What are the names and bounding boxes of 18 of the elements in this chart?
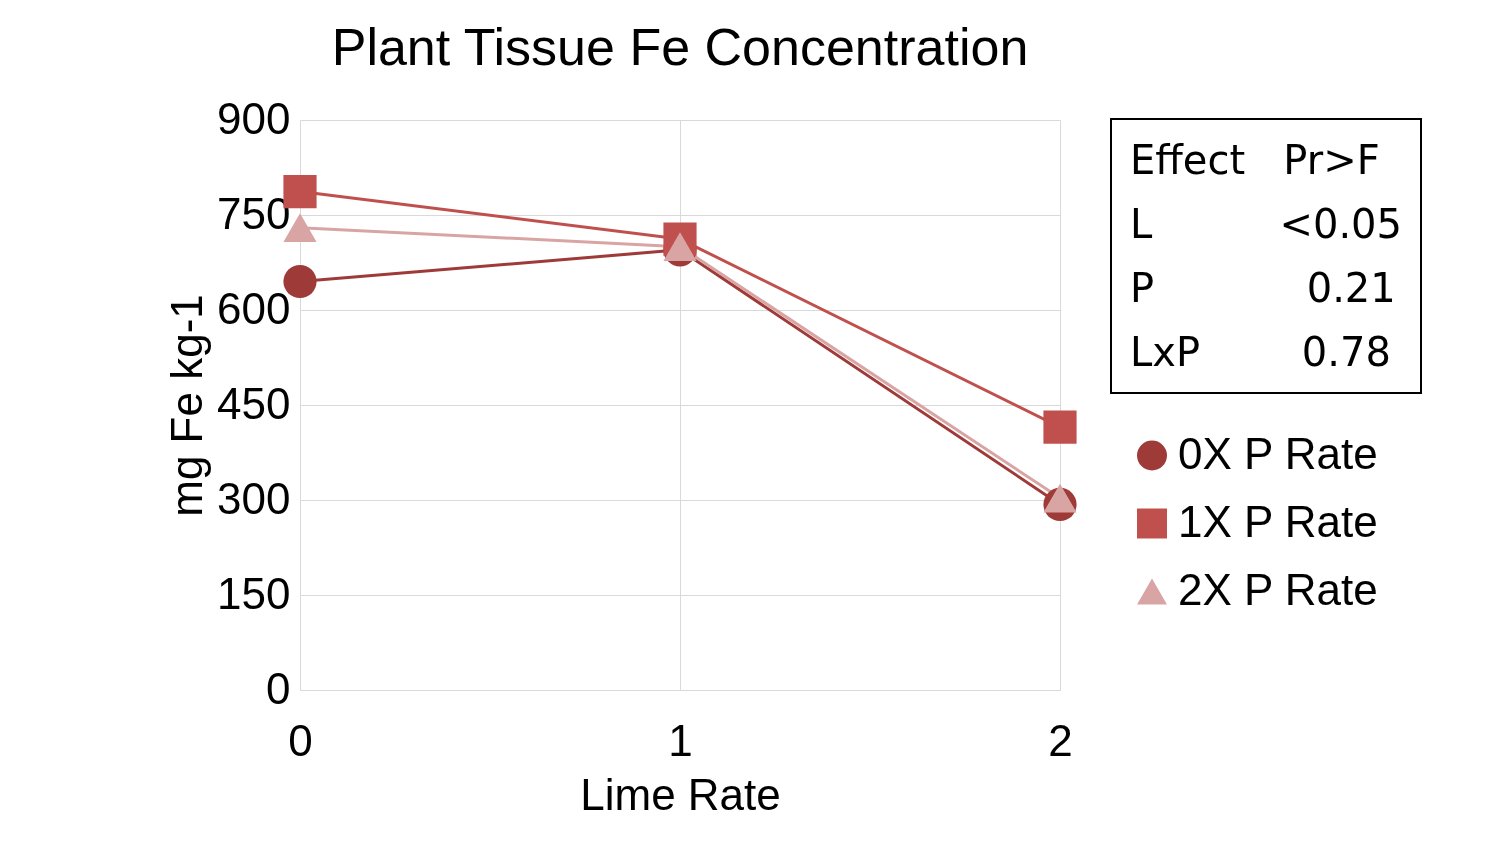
x-tick-label: 1 (668, 715, 693, 765)
y-tick-label: 750 (217, 188, 291, 238)
legend-label: 2X P Rate (1178, 564, 1378, 614)
y-tick-label: 450 (217, 378, 291, 428)
y-tick-label: 600 (217, 283, 291, 333)
y-tick-label: 0 (266, 663, 291, 713)
point (1043, 410, 1077, 444)
x-tick-label: 2 (1048, 715, 1073, 765)
y-axis-title: mg Fe kg-1 (162, 294, 212, 517)
effects-table: Effect Pr>F L <0.05 P 0.21 LxP 0.78 (1110, 118, 1422, 394)
y-tick-label: 150 (217, 568, 291, 618)
chart-title: Plant Tissue Fe Concentration (331, 18, 1029, 76)
legend-label: 0X P Rate (1178, 428, 1378, 478)
point (1043, 483, 1077, 513)
y-tick-label: 900 (217, 93, 291, 143)
x-axis-title: Lime Rate (580, 769, 781, 819)
y-tick-label: 300 (217, 473, 291, 523)
legend-label: 1X P Rate (1178, 496, 1378, 546)
